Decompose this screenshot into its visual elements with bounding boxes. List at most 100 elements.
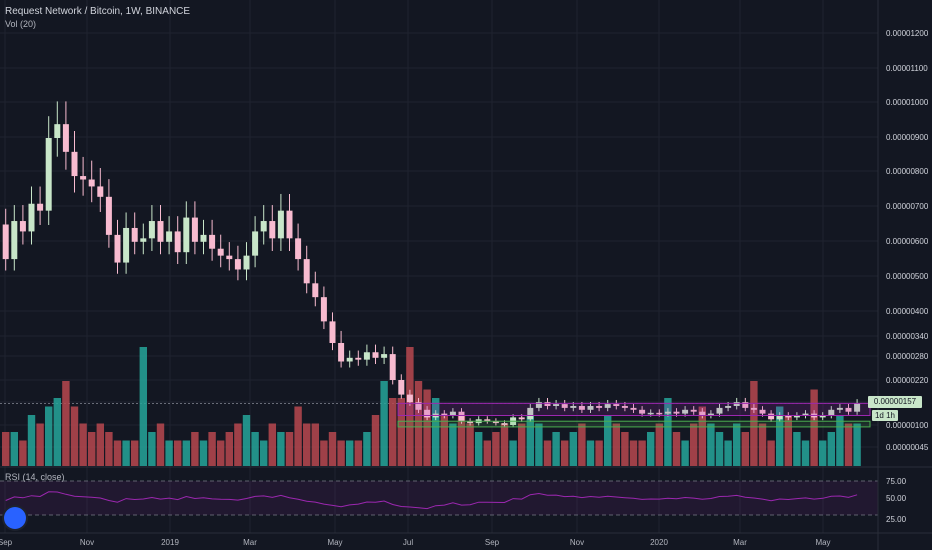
candle-body xyxy=(217,248,224,256)
candle-body xyxy=(398,380,405,395)
candle-body xyxy=(578,406,585,410)
volume-bar xyxy=(793,432,801,466)
x-tick-label: May xyxy=(327,538,342,547)
volume-bar xyxy=(380,381,388,466)
candle-body xyxy=(286,210,293,239)
candle-body xyxy=(252,231,259,256)
volume-bar xyxy=(88,432,96,466)
y-tick-label: 0.00000220 xyxy=(886,376,929,385)
candle-body xyxy=(793,415,800,418)
candle-body xyxy=(819,415,826,418)
volume-bar xyxy=(242,415,251,466)
rsi-tick-label: 25.00 xyxy=(886,515,907,524)
candle-body xyxy=(269,221,276,239)
candle-body xyxy=(484,419,491,422)
volume-bar xyxy=(217,440,225,466)
volume-bar xyxy=(827,432,835,466)
candle-body xyxy=(346,357,353,362)
candle-body xyxy=(157,221,164,242)
tradingview-logo-icon[interactable] xyxy=(4,507,26,529)
x-tick-label: May xyxy=(815,538,830,547)
candle-body xyxy=(37,203,44,211)
x-tick-label: Nov xyxy=(80,538,94,547)
candle-body xyxy=(19,221,26,232)
y-tick-label: 0.00001100 xyxy=(886,64,928,73)
candle-body xyxy=(561,404,568,408)
volume-bar xyxy=(182,440,190,466)
volume-bar xyxy=(225,432,233,466)
candle-body xyxy=(604,404,611,408)
volume-bar xyxy=(698,406,706,466)
y-tick-label: 0.00000700 xyxy=(886,202,929,211)
range-box xyxy=(397,402,871,416)
candle-body xyxy=(183,217,190,253)
candle-body xyxy=(338,343,345,362)
candle-body xyxy=(828,409,835,416)
volume-bar xyxy=(535,423,543,466)
candle-body xyxy=(750,407,757,410)
candle-body xyxy=(295,238,302,260)
candle-body xyxy=(381,354,388,358)
x-tick-label: Mar xyxy=(733,538,747,547)
y-tick-label: 0.00001000 xyxy=(886,98,929,107)
volume-bar xyxy=(475,432,483,466)
volume-bar xyxy=(156,423,165,466)
candle-body xyxy=(209,234,216,249)
support-box xyxy=(397,420,871,428)
candle-body xyxy=(501,423,508,425)
candle-body xyxy=(105,196,112,235)
candle-body xyxy=(174,231,181,253)
volume-bar xyxy=(629,440,638,466)
candle-body xyxy=(424,409,431,418)
candle-body xyxy=(11,221,18,260)
volume-bar xyxy=(234,423,242,466)
candle-body xyxy=(389,354,396,380)
volume-bar xyxy=(655,423,663,466)
volume-bar xyxy=(543,440,552,466)
candle-body xyxy=(88,179,95,187)
y-tick-label: 0.00000340 xyxy=(886,332,929,341)
volume-bar xyxy=(612,423,620,466)
candle-body xyxy=(54,124,61,138)
volume-bar xyxy=(750,381,758,466)
volume-bar xyxy=(27,415,36,466)
candle-body xyxy=(45,138,52,211)
volume-bar xyxy=(199,440,208,466)
volume-bar xyxy=(320,440,328,466)
volume-bar xyxy=(707,423,715,466)
volume-bar xyxy=(457,415,466,466)
candle-body xyxy=(570,406,577,408)
volume-bar xyxy=(371,415,380,466)
candle-body xyxy=(776,415,783,420)
candle-body xyxy=(664,411,671,414)
volume-bar xyxy=(440,415,448,466)
x-tick-label: 2019 xyxy=(161,538,179,547)
volume-legend: Vol (20) xyxy=(5,19,37,29)
volume-bar xyxy=(819,440,827,466)
rsi-tick-label: 50.00 xyxy=(886,494,907,503)
candle-body xyxy=(587,406,594,410)
y-tick-label: 0.00000900 xyxy=(886,133,929,142)
volume-bar xyxy=(647,432,655,466)
y-tick-label: 0.00000600 xyxy=(886,237,929,246)
candle-body xyxy=(458,411,465,422)
candle-body xyxy=(699,411,706,416)
candle-body xyxy=(725,406,732,408)
candle-body xyxy=(234,259,241,270)
volume-bar xyxy=(389,398,397,466)
candle-body xyxy=(355,357,362,360)
volume-bar xyxy=(733,423,741,466)
volume-bar xyxy=(19,440,27,466)
x-tick-label: Sep xyxy=(0,538,13,547)
candle-body xyxy=(768,413,775,420)
candle-body xyxy=(140,238,147,242)
volume-bars xyxy=(2,347,861,466)
candle-body xyxy=(131,227,138,242)
candle-body xyxy=(363,352,370,360)
volume-bar xyxy=(36,423,44,466)
volume-bar xyxy=(337,440,345,466)
volume-bar xyxy=(621,432,629,466)
volume-bar xyxy=(122,440,130,466)
